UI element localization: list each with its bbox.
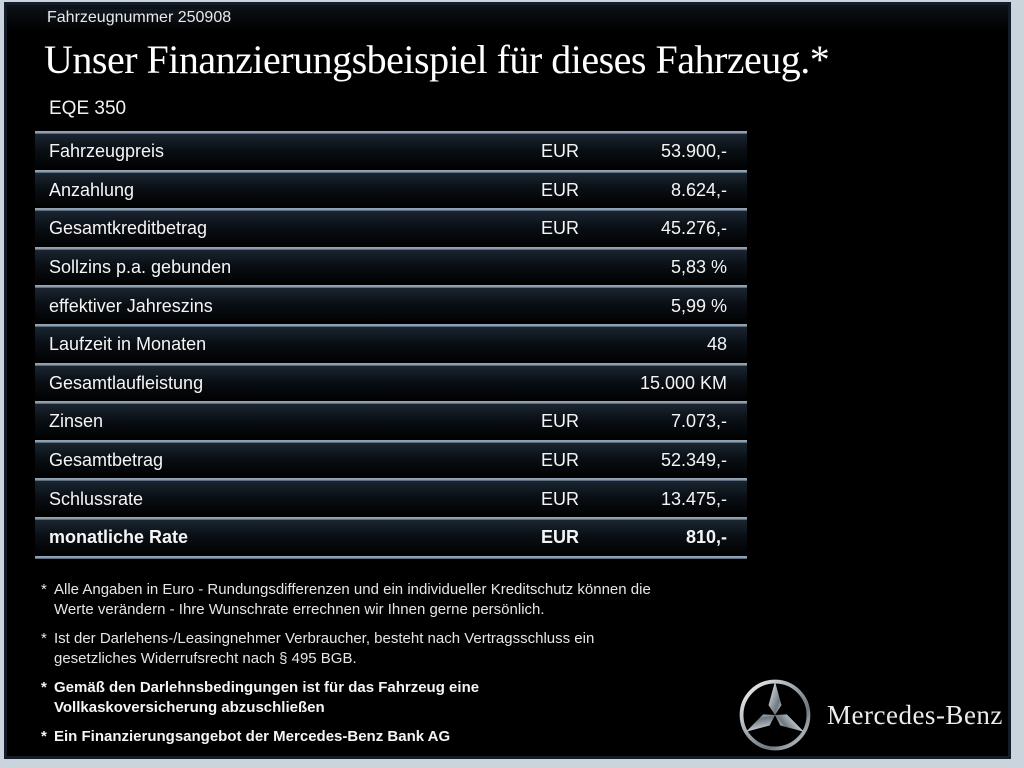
finance-offer-panel: Fahrzeugnummer 250908 Unser Finanzierung… [4,2,1011,759]
table-row-gesamtkreditbetrag: Gesamtkreditbetrag EUR 45.276,- [35,211,747,247]
footnote-line: Werte verändern - Ihre Wunschrate errech… [54,601,545,618]
row-value: 52.349,- [660,450,727,471]
row-value: 7.073,- [670,411,727,432]
row-currency: EUR [541,179,580,200]
row-currency: EUR [541,411,580,432]
row-currency: EUR [541,218,580,239]
footnote-item: * Ist der Darlehens-/Leasingnehmer Verbr… [41,629,761,669]
page-title: Unser Finanzierungsbeispiel für dieses F… [44,37,830,82]
table-row-effektiver-jahreszins: effektiver Jahreszins 5,99 % [35,288,747,324]
row-currency: EUR [541,527,580,548]
table-divider [35,208,747,212]
table-row-anzahlung: Anzahlung EUR 8.624,- [35,172,747,209]
footnote-item: * Gemäß den Darlehnsbedingungen ist für … [41,678,761,718]
mercedes-star-icon [737,677,813,753]
table-divider [35,516,747,520]
row-value: 48 [706,334,727,355]
vehicle-number: Fahrzeugnummer 250908 [47,9,232,27]
table-row-fahrzeugpreis: Fahrzeugpreis EUR 53.900,- [35,134,747,170]
table-row-gesamtbetrag: Gesamtbetrag EUR 52.349,- [35,442,747,479]
table-divider [35,131,747,134]
row-label: Gesamtlaufleistung [49,372,204,393]
footnote-marker: * [41,679,47,696]
row-label: Gesamtbetrag [49,450,164,471]
table-divider [35,169,747,173]
row-currency: EUR [541,141,580,162]
footnote-marker: * [41,630,47,647]
table-divider [35,478,747,482]
row-label: Sollzins p.a. gebunden [49,257,232,278]
table-divider [35,323,747,327]
row-label: Anzahlung [49,179,135,200]
table-row-sollzins: Sollzins p.a. gebunden 5,83 % [35,249,747,286]
footnote-item: * Ein Finanzierungsangebot der Mercedes-… [41,727,761,747]
row-value: 8.624,- [670,179,727,200]
footnotes: * Alle Angaben in Euro - Rundungsdiffere… [41,580,761,756]
row-label: Laufzeit in Monaten [49,334,207,355]
table-divider [35,439,747,443]
footnote-line: Vollkaskoversicherung abzuschließen [54,699,325,716]
row-label: Zinsen [49,411,104,432]
footnote-text: Gemäß den Darlehnsbedingungen ist für da… [54,678,761,718]
table-divider [35,362,747,366]
row-label: Fahrzeugpreis [49,141,165,162]
footnote-marker: * [41,581,47,598]
footnote-line: Ein Finanzierungsangebot der Mercedes-Be… [54,728,451,745]
footnote-item: * Alle Angaben in Euro - Rundungsdiffere… [41,580,761,620]
row-value: 45.276,- [660,218,727,239]
table-divider [35,555,747,559]
footnote-text: Alle Angaben in Euro - Rundungsdifferenz… [54,580,761,620]
row-label: effektiver Jahreszins [49,295,213,316]
row-value: 810,- [685,527,727,548]
row-currency: EUR [541,450,580,471]
table-row-gesamtlaufleistung: Gesamtlaufleistung 15.000 KM [35,365,747,402]
row-value: 13.475,- [660,488,727,509]
footnote-line: Gemäß den Darlehnsbedingungen ist für da… [54,679,480,696]
row-label: monatliche Rate [49,527,189,548]
footnote-text: Ist der Darlehens-/Leasingnehmer Verbrau… [54,629,761,669]
table-row-schlussrate: Schlussrate EUR 13.475,- [35,481,747,517]
footnote-marker: * [41,728,47,745]
brand-area: Mercedes-Benz [731,673,1008,756]
footnote-text: Ein Finanzierungsangebot der Mercedes-Be… [54,727,761,747]
finance-table: Fahrzeugpreis EUR 53.900,- Anzahlung EUR… [35,131,747,559]
row-label: Schlussrate [49,488,144,509]
table-row-zinsen: Zinsen EUR 7.073,- [35,404,747,440]
footnote-line: Alle Angaben in Euro - Rundungsdifferenz… [54,581,651,598]
row-value: 5,83 % [670,257,727,278]
table-divider [35,246,747,250]
table-divider [35,401,747,405]
table-row-monatliche-rate: monatliche Rate EUR 810,- [35,519,747,556]
row-value: 15.000 KM [639,372,727,393]
footnote-line: gesetzliches Widerrufsrecht nach § 495 B… [54,650,357,667]
model-name: EQE 350 [49,98,127,119]
row-label: Gesamtkreditbetrag [49,218,208,239]
table-row-laufzeit: Laufzeit in Monaten 48 [35,326,747,363]
row-value: 5,99 % [670,295,727,316]
table-divider [35,285,747,289]
brand-wordmark: Mercedes-Benz [827,699,1003,730]
footnote-line: Ist der Darlehens-/Leasingnehmer Verbrau… [54,630,595,647]
row-currency: EUR [541,488,580,509]
row-value: 53.900,- [660,141,727,162]
